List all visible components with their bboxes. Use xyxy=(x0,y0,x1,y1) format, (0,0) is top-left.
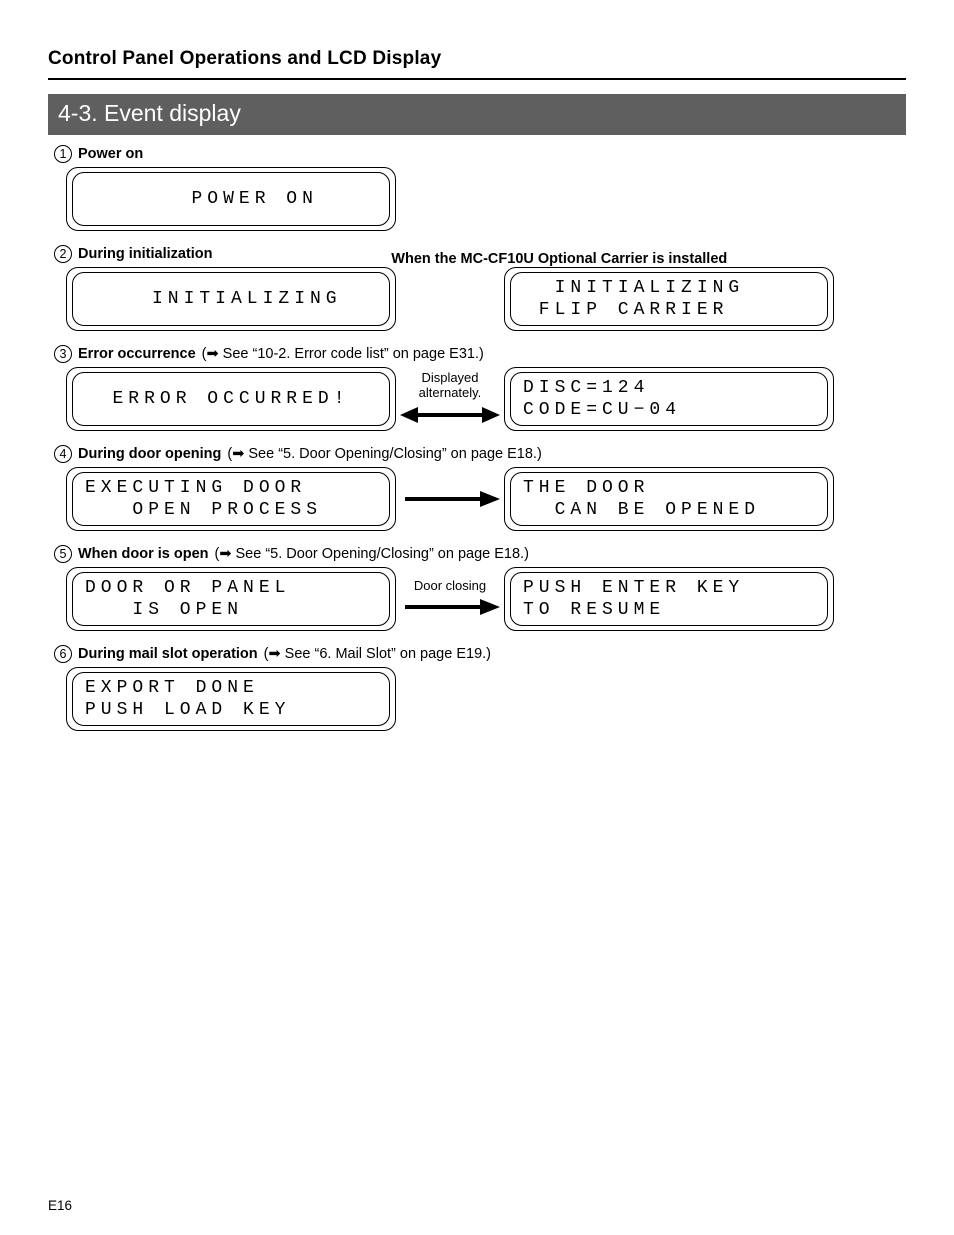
lcd-line: INITIALIZING xyxy=(523,277,815,300)
lcd-display: POWER ON xyxy=(66,167,396,231)
page-header: Control Panel Operations and LCD Display xyxy=(48,48,906,80)
lcd-display: DISC=124CODE=CU−04 xyxy=(504,367,834,431)
lcd-line: IS OPEN xyxy=(85,599,377,622)
item-label: 3 Error occurrence (➡ See “10-2. Error co… xyxy=(54,345,484,363)
connector: Door closing xyxy=(396,579,504,620)
item-number: 4 xyxy=(54,445,72,463)
arrow-icon xyxy=(400,595,500,619)
lcd-row: EXECUTING DOOR OPEN PROCESS THE DOOR CAN … xyxy=(66,467,906,531)
lcd-row: POWER ON xyxy=(66,167,906,231)
event-item: 6 During mail slot operation (➡ See “6. M… xyxy=(48,645,906,731)
item-number: 2 xyxy=(54,245,72,263)
lcd-display: EXPORT DONEPUSH LOAD KEY xyxy=(66,667,396,731)
lcd-display: ERROR OCCURRED! xyxy=(66,367,396,431)
lcd-display: PUSH ENTER KEYTO RESUME xyxy=(504,567,834,631)
connector: Displayedalternately. xyxy=(396,371,504,427)
arrow-icon xyxy=(400,487,500,511)
item-number: 3 xyxy=(54,345,72,363)
lcd-row: INITIALIZING INITIALIZING FLIP CARRIER xyxy=(66,267,906,331)
lcd-line: EXPORT DONE xyxy=(85,677,377,700)
lcd-row: DOOR OR PANEL IS OPEN Door closing PUSH EN… xyxy=(66,567,906,631)
item-number: 1 xyxy=(54,145,72,163)
item-title: During initialization xyxy=(78,246,213,262)
connector xyxy=(396,487,504,511)
lcd-display: EXECUTING DOOR OPEN PROCESS xyxy=(66,467,396,531)
lcd-line: DISC=124 xyxy=(523,377,815,400)
page-number: E16 xyxy=(48,1198,72,1213)
item-label: 5 When door is open (➡ See “5. Door Openi… xyxy=(54,545,529,563)
item-title: During mail slot operation xyxy=(78,646,258,662)
item-label: 2 During initialization xyxy=(54,245,213,263)
event-item: 3 Error occurrence (➡ See “10-2. Error co… xyxy=(48,345,906,431)
event-item: 2 During initialization When the MC-CF10U … xyxy=(48,245,906,331)
item-note: (➡ See “5. Door Opening/Closing” on page… xyxy=(215,546,529,562)
connector-label: Displayedalternately. xyxy=(419,371,482,401)
item-note: (➡ See “10-2. Error code list” on page E… xyxy=(202,346,484,362)
lcd-line: THE DOOR xyxy=(523,477,815,500)
item-title: When door is open xyxy=(78,546,209,562)
item-note: (➡ See “6. Mail Slot” on page E19.) xyxy=(264,646,491,662)
section-heading: 4-3. Event display xyxy=(48,94,906,135)
item-title: Power on xyxy=(78,146,143,162)
lcd-line: ERROR OCCURRED! xyxy=(112,388,349,411)
item-note: (➡ See “5. Door Opening/Closing” on page… xyxy=(227,446,541,462)
item-title: During door opening xyxy=(78,446,221,462)
lcd-line: PUSH LOAD KEY xyxy=(85,699,377,722)
item-label: 6 During mail slot operation (➡ See “6. M… xyxy=(54,645,491,663)
item-label: 1 Power on xyxy=(54,145,143,163)
lcd-row: ERROR OCCURRED! Displayedalternately. DISC… xyxy=(66,367,906,431)
lcd-line: CAN BE OPENED xyxy=(523,499,815,522)
lcd-line: EXECUTING DOOR xyxy=(85,477,377,500)
lcd-display: THE DOOR CAN BE OPENED xyxy=(504,467,834,531)
item-title: Error occurrence xyxy=(78,346,196,362)
lcd-line: CODE=CU−04 xyxy=(523,399,815,422)
lcd-row: EXPORT DONEPUSH LOAD KEY xyxy=(66,667,906,731)
item-number: 5 xyxy=(54,545,72,563)
item-number: 6 xyxy=(54,645,72,663)
item-label: 4 During door opening (➡ See “5. Door Ope… xyxy=(54,445,542,463)
connector-label: Door closing xyxy=(414,579,486,594)
event-item: 4 During door opening (➡ See “5. Door Ope… xyxy=(48,445,906,531)
lcd-line: POWER ON xyxy=(144,188,318,211)
event-item: 5 When door is open (➡ See “5. Door Openi… xyxy=(48,545,906,631)
lcd-display: INITIALIZING xyxy=(66,267,396,331)
right-header-note: When the MC-CF10U Optional Carrier is in… xyxy=(391,251,727,267)
lcd-line: DOOR OR PANEL xyxy=(85,577,377,600)
lcd-display: INITIALIZING FLIP CARRIER xyxy=(504,267,834,331)
lcd-line: OPEN PROCESS xyxy=(85,499,377,522)
arrow-icon xyxy=(400,403,500,427)
event-item: 1 Power on POWER ON xyxy=(48,145,906,231)
lcd-display: DOOR OR PANEL IS OPEN xyxy=(66,567,396,631)
lcd-line: PUSH ENTER KEY xyxy=(523,577,815,600)
lcd-line: FLIP CARRIER xyxy=(523,299,815,322)
lcd-line: INITIALIZING xyxy=(120,288,341,311)
lcd-line: TO RESUME xyxy=(523,599,815,622)
